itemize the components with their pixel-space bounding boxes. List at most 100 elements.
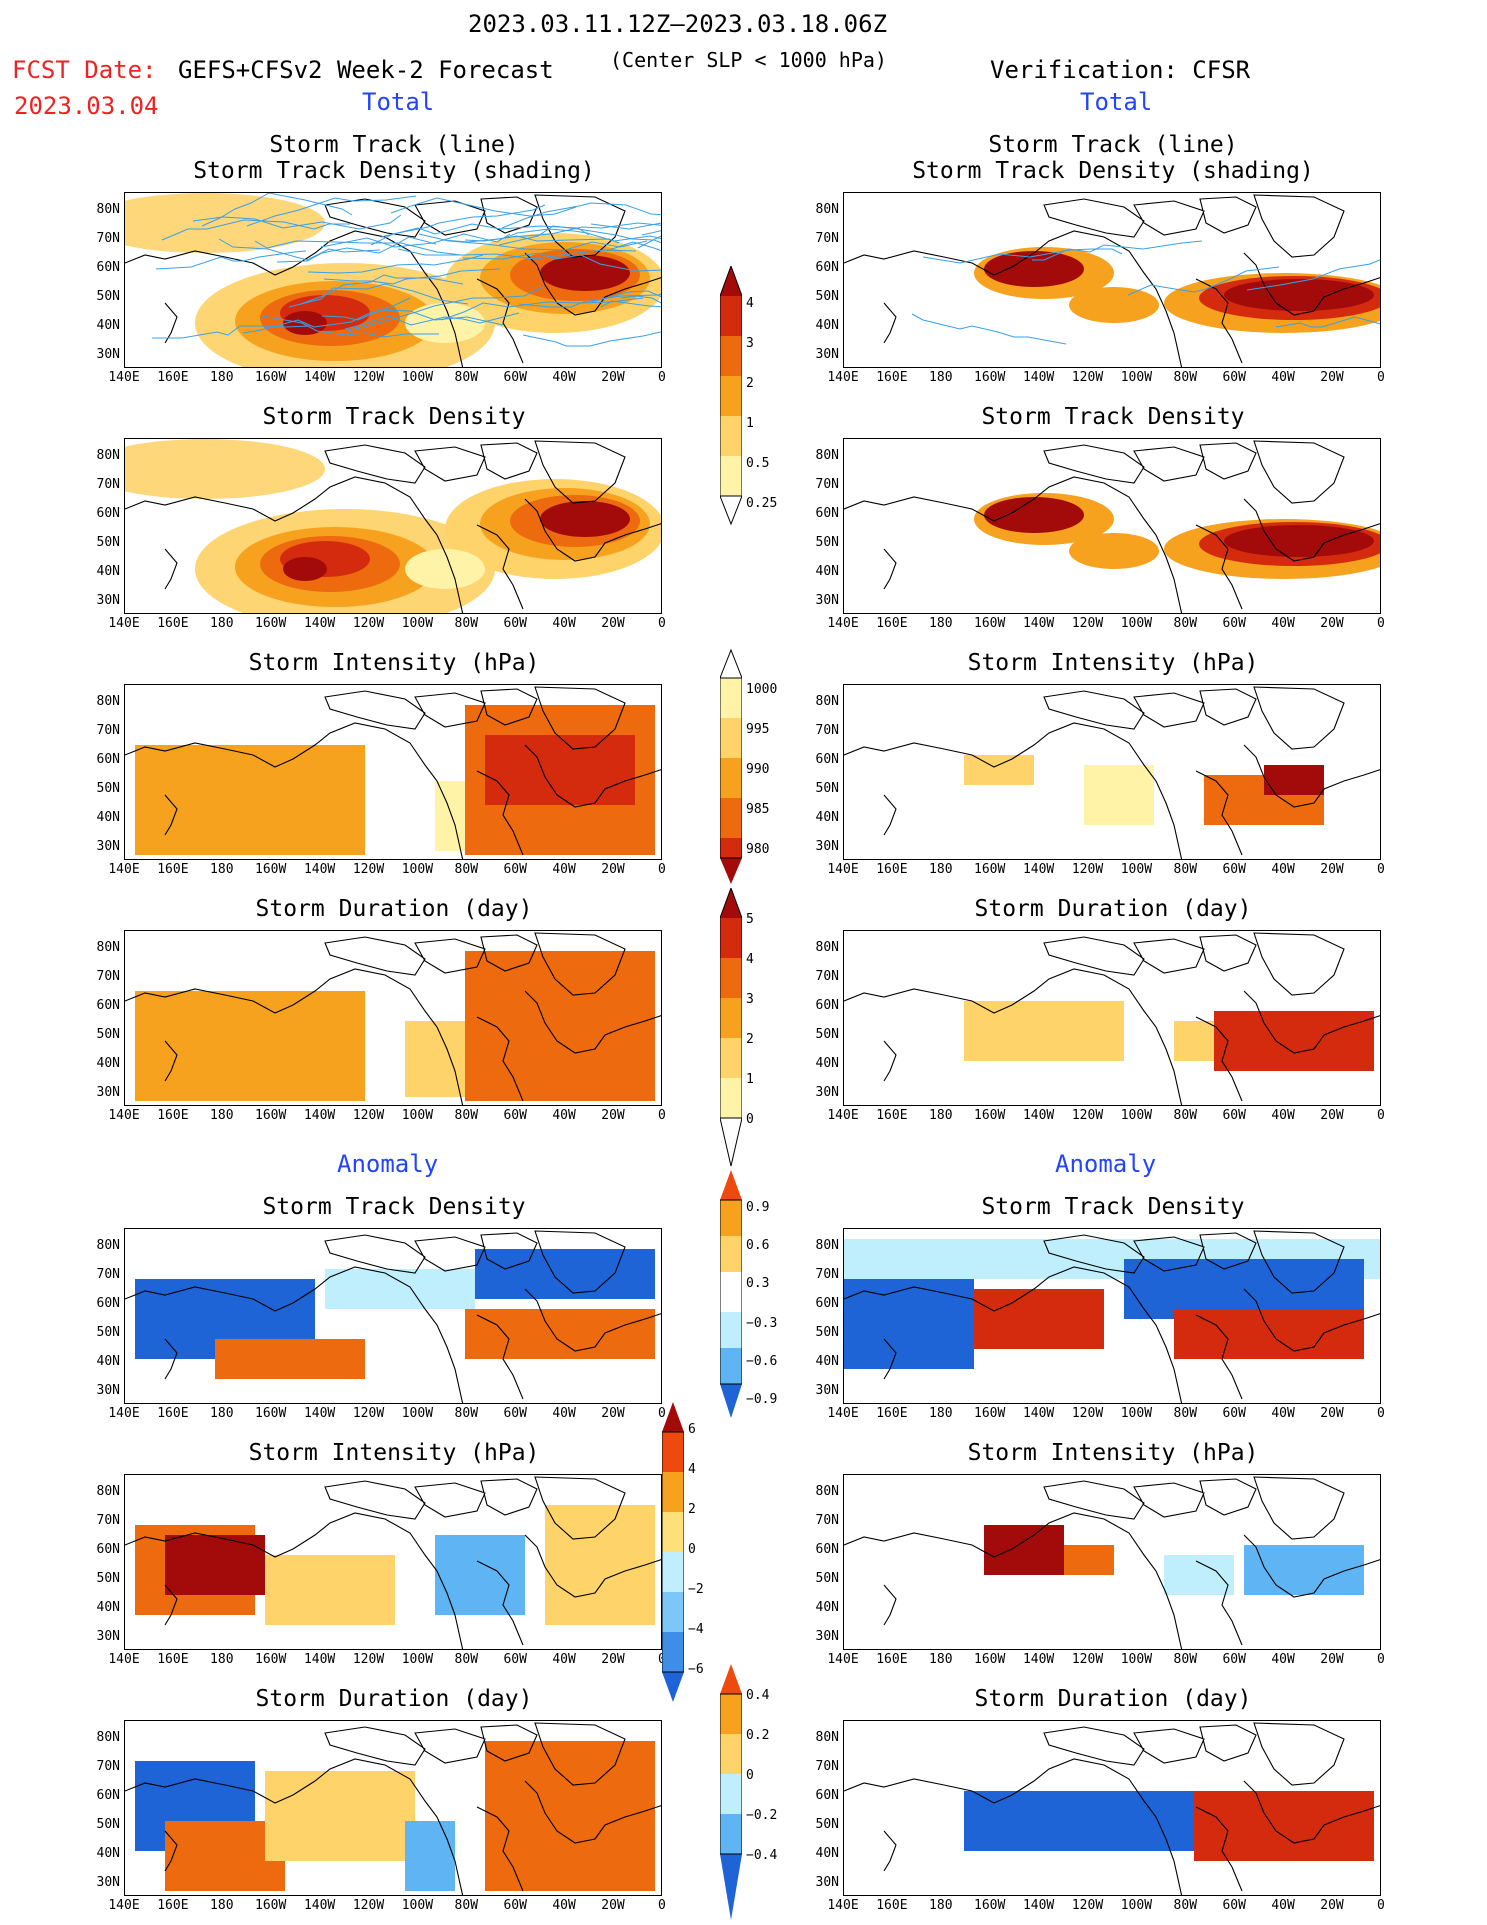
lat-label: 60N xyxy=(803,1296,839,1311)
lon-label: 40W xyxy=(542,1406,586,1421)
lon-label: 120W xyxy=(347,1652,391,1667)
lon-label: 60W xyxy=(1212,1108,1256,1123)
title-intensity-right: Storm Intensity (hPa) xyxy=(843,650,1383,676)
lon-label: 40W xyxy=(1261,1898,1305,1913)
lon-label: 160W xyxy=(249,862,293,877)
lon-label: 160E xyxy=(870,1406,914,1421)
shading-region xyxy=(1194,1791,1374,1861)
lon-label: 100W xyxy=(1114,1898,1158,1913)
lon-label: 160E xyxy=(870,1652,914,1667)
lon-label: 160W xyxy=(968,1652,1012,1667)
lon-label: 80W xyxy=(444,1898,488,1913)
lat-label: 50N xyxy=(84,781,120,796)
shading-region xyxy=(1069,533,1159,569)
lon-label: 0 xyxy=(640,862,684,877)
lon-label: 140E xyxy=(821,862,865,877)
lat-label: 40N xyxy=(803,1056,839,1071)
lon-label: 160E xyxy=(870,1898,914,1913)
cb-danom-label-m06: −0.6 xyxy=(746,1354,777,1369)
cb-danom-label-06: 0.6 xyxy=(746,1238,769,1253)
lon-label: 180 xyxy=(200,1652,244,1667)
lat-label: 50N xyxy=(84,1571,120,1586)
lon-label: 140W xyxy=(298,1652,342,1667)
lat-label: 50N xyxy=(803,535,839,550)
lon-label: 160E xyxy=(151,1108,195,1123)
map-panel-aduration-verification xyxy=(843,1720,1381,1896)
lon-label: 140E xyxy=(821,616,865,631)
cb-density-label-1: 1 xyxy=(746,416,754,431)
lon-label: 80W xyxy=(1163,862,1207,877)
shading-region xyxy=(405,303,485,343)
shading-region xyxy=(325,1269,475,1309)
lon-label: 140W xyxy=(1017,370,1061,385)
lat-label: 40N xyxy=(803,1354,839,1369)
shading-region xyxy=(405,1821,455,1891)
lon-label: 80W xyxy=(1163,616,1207,631)
lat-label: 50N xyxy=(84,289,120,304)
lat-label: 50N xyxy=(803,1817,839,1832)
lon-label: 160W xyxy=(249,616,293,631)
lon-label: 20W xyxy=(591,370,635,385)
lat-label: 30N xyxy=(84,1629,120,1644)
lon-label: 140E xyxy=(102,862,146,877)
lon-label: 20W xyxy=(1310,1652,1354,1667)
colorbar-duration-total xyxy=(720,888,742,1170)
lon-label: 160W xyxy=(249,1108,293,1123)
title-anom-duration-left: Storm Duration (day) xyxy=(124,1686,664,1712)
cb-uanom-label-m02: −0.2 xyxy=(746,1808,777,1823)
lon-label: 100W xyxy=(1114,1108,1158,1123)
period-title: 2023.03.11.12Z–2023.03.18.06Z xyxy=(468,10,887,38)
lon-label: 160E xyxy=(870,370,914,385)
lat-label: 30N xyxy=(84,593,120,608)
lon-label: 40W xyxy=(542,616,586,631)
lon-label: 0 xyxy=(640,616,684,631)
lat-label: 60N xyxy=(803,752,839,767)
lon-label: 160E xyxy=(151,370,195,385)
lon-label: 140W xyxy=(1017,1898,1061,1913)
lat-label: 80N xyxy=(84,1238,120,1253)
lon-label: 160E xyxy=(151,1406,195,1421)
map-panel-trackline-verification xyxy=(843,192,1381,368)
lon-label: 160E xyxy=(151,1652,195,1667)
lon-label: 100W xyxy=(395,1652,439,1667)
cb-danom-label-09: 0.9 xyxy=(746,1200,769,1215)
lat-label: 70N xyxy=(84,231,120,246)
lon-label: 0 xyxy=(1359,616,1403,631)
lon-label: 120W xyxy=(1066,370,1110,385)
lat-label: 50N xyxy=(803,289,839,304)
cb-ianom-label-4: 4 xyxy=(688,1462,696,1477)
lon-label: 180 xyxy=(919,1898,963,1913)
lon-label: 140E xyxy=(102,1406,146,1421)
lon-label: 160W xyxy=(968,616,1012,631)
lon-label: 60W xyxy=(1212,1406,1256,1421)
lat-label: 60N xyxy=(84,1542,120,1557)
lon-label: 160W xyxy=(968,1898,1012,1913)
lat-label: 50N xyxy=(84,1817,120,1832)
lon-label: 20W xyxy=(591,616,635,631)
shading-region xyxy=(545,1505,655,1625)
shading-region xyxy=(984,1525,1064,1575)
lat-label: 40N xyxy=(803,1846,839,1861)
lon-label: 180 xyxy=(200,1406,244,1421)
cb-density-label-025: 0.25 xyxy=(746,496,777,511)
lat-label: 60N xyxy=(803,1542,839,1557)
lon-label: 60W xyxy=(493,1406,537,1421)
lon-label: 120W xyxy=(347,1108,391,1123)
section-total-right: Total xyxy=(1080,88,1152,116)
cb-density-label-4: 4 xyxy=(746,296,754,311)
shading-region xyxy=(435,1535,525,1615)
map-panel-intensity-forecast xyxy=(124,684,662,860)
shading-region xyxy=(964,755,1034,785)
title-track-line-left: Storm Track (line) xyxy=(124,132,664,158)
map-panel-duration-forecast xyxy=(124,930,662,1106)
shading-region xyxy=(283,557,327,581)
lon-label: 0 xyxy=(640,370,684,385)
lat-label: 50N xyxy=(84,535,120,550)
lon-label: 20W xyxy=(1310,370,1354,385)
lon-label: 100W xyxy=(395,1108,439,1123)
lon-label: 40W xyxy=(542,1652,586,1667)
lon-label: 80W xyxy=(444,370,488,385)
lon-label: 120W xyxy=(1066,1898,1110,1913)
lat-label: 80N xyxy=(84,202,120,217)
lat-label: 80N xyxy=(803,448,839,463)
